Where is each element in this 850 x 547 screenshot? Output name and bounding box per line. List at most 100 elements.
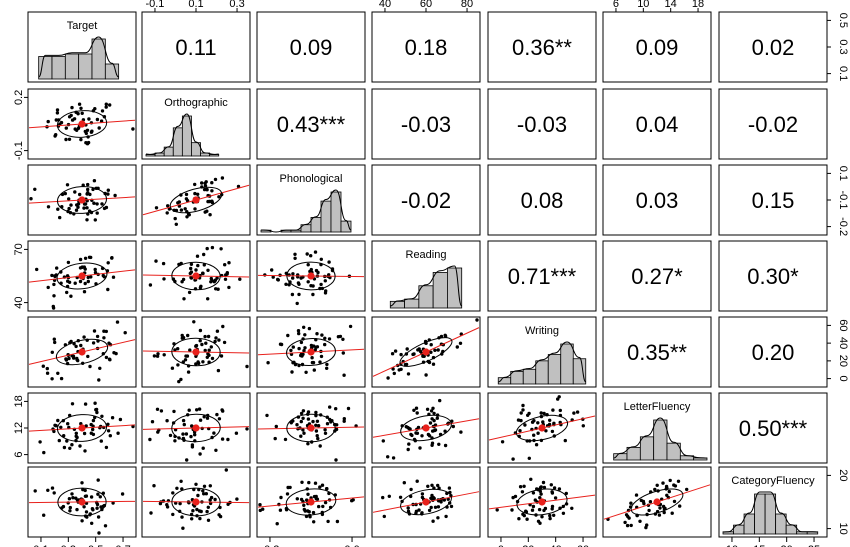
data-point xyxy=(536,421,540,425)
data-point xyxy=(316,436,320,441)
data-point xyxy=(54,424,58,428)
data-point xyxy=(93,267,97,272)
data-point xyxy=(437,442,441,446)
data-point xyxy=(71,496,75,500)
data-point xyxy=(104,105,108,109)
data-point xyxy=(155,407,160,411)
data-point xyxy=(91,341,96,345)
data-point xyxy=(521,408,525,412)
mean-point xyxy=(78,196,86,204)
data-point xyxy=(663,506,667,511)
data-point xyxy=(443,443,448,448)
tick-label: 70 xyxy=(13,243,25,255)
data-point xyxy=(561,511,566,515)
data-point xyxy=(295,497,299,501)
data-point xyxy=(245,427,249,431)
histogram-bar xyxy=(181,115,192,157)
data-point xyxy=(415,411,419,415)
data-point xyxy=(227,285,231,290)
data-point xyxy=(156,352,160,356)
data-point xyxy=(323,500,328,505)
confidence-ellipse xyxy=(171,487,221,517)
data-point xyxy=(538,521,542,525)
data-point xyxy=(430,417,434,421)
data-point xyxy=(100,109,105,113)
data-point xyxy=(548,516,552,521)
panel-frame-2-3 xyxy=(371,164,481,236)
data-point xyxy=(210,245,215,250)
data-point xyxy=(325,366,329,370)
data-point xyxy=(302,503,306,507)
data-point xyxy=(174,501,178,505)
data-point xyxy=(511,457,515,461)
data-point xyxy=(417,347,421,351)
mean-point xyxy=(538,424,546,432)
data-point xyxy=(86,279,91,284)
data-point xyxy=(529,477,533,481)
data-point xyxy=(183,358,188,362)
data-point xyxy=(171,512,175,517)
data-point xyxy=(210,181,214,185)
data-point xyxy=(59,120,64,125)
data-point xyxy=(78,444,82,448)
data-point xyxy=(52,294,56,298)
confidence-ellipse xyxy=(286,413,336,443)
data-point xyxy=(429,350,433,354)
data-point xyxy=(35,267,39,272)
data-point xyxy=(409,487,413,492)
variable-label-bg xyxy=(400,247,452,262)
data-point xyxy=(295,423,299,427)
data-point xyxy=(116,431,120,435)
data-point xyxy=(56,207,60,211)
data-point xyxy=(85,218,89,222)
data-point xyxy=(103,191,107,196)
histogram-bar xyxy=(330,191,342,233)
data-point xyxy=(531,504,536,509)
tick-label: 10 xyxy=(637,0,649,10)
data-point xyxy=(73,281,77,285)
data-point xyxy=(301,409,306,413)
data-point xyxy=(536,431,540,435)
data-point xyxy=(432,411,436,416)
scatter-panel-6-1 xyxy=(142,468,250,530)
data-point xyxy=(314,410,318,415)
data-point xyxy=(518,485,523,489)
data-point xyxy=(198,328,203,333)
data-point xyxy=(186,333,190,338)
data-point xyxy=(313,481,318,485)
data-point xyxy=(98,366,102,370)
data-point xyxy=(90,507,95,511)
data-point xyxy=(406,506,410,510)
data-point xyxy=(400,424,404,428)
scatter-panel-4-0 xyxy=(28,320,136,382)
data-point xyxy=(194,344,198,348)
data-point xyxy=(214,336,218,340)
data-point xyxy=(123,331,127,335)
tick-label: -0.1 xyxy=(13,141,25,160)
variable-label-bg xyxy=(516,323,568,338)
data-point xyxy=(120,492,125,496)
data-point xyxy=(104,445,109,450)
data-point xyxy=(75,498,80,502)
data-point xyxy=(552,486,557,490)
correlation-value: -0.02 xyxy=(748,112,798,137)
variable-label: Writing xyxy=(525,325,559,337)
data-point xyxy=(83,256,88,260)
data-point xyxy=(625,523,630,528)
data-point xyxy=(106,261,110,265)
data-point xyxy=(217,195,221,199)
data-point xyxy=(427,360,432,365)
data-point xyxy=(527,456,531,460)
data-point xyxy=(88,364,92,369)
data-point xyxy=(67,115,72,119)
tick-label: 0.1 xyxy=(837,166,849,181)
data-point xyxy=(323,279,327,283)
data-point xyxy=(673,484,678,488)
mean-point xyxy=(538,498,546,506)
data-point xyxy=(63,191,67,196)
data-point xyxy=(404,425,408,429)
scatter-panel-6-4 xyxy=(488,477,596,525)
data-point xyxy=(511,495,515,500)
data-point xyxy=(198,418,203,422)
mean-point xyxy=(78,120,86,128)
